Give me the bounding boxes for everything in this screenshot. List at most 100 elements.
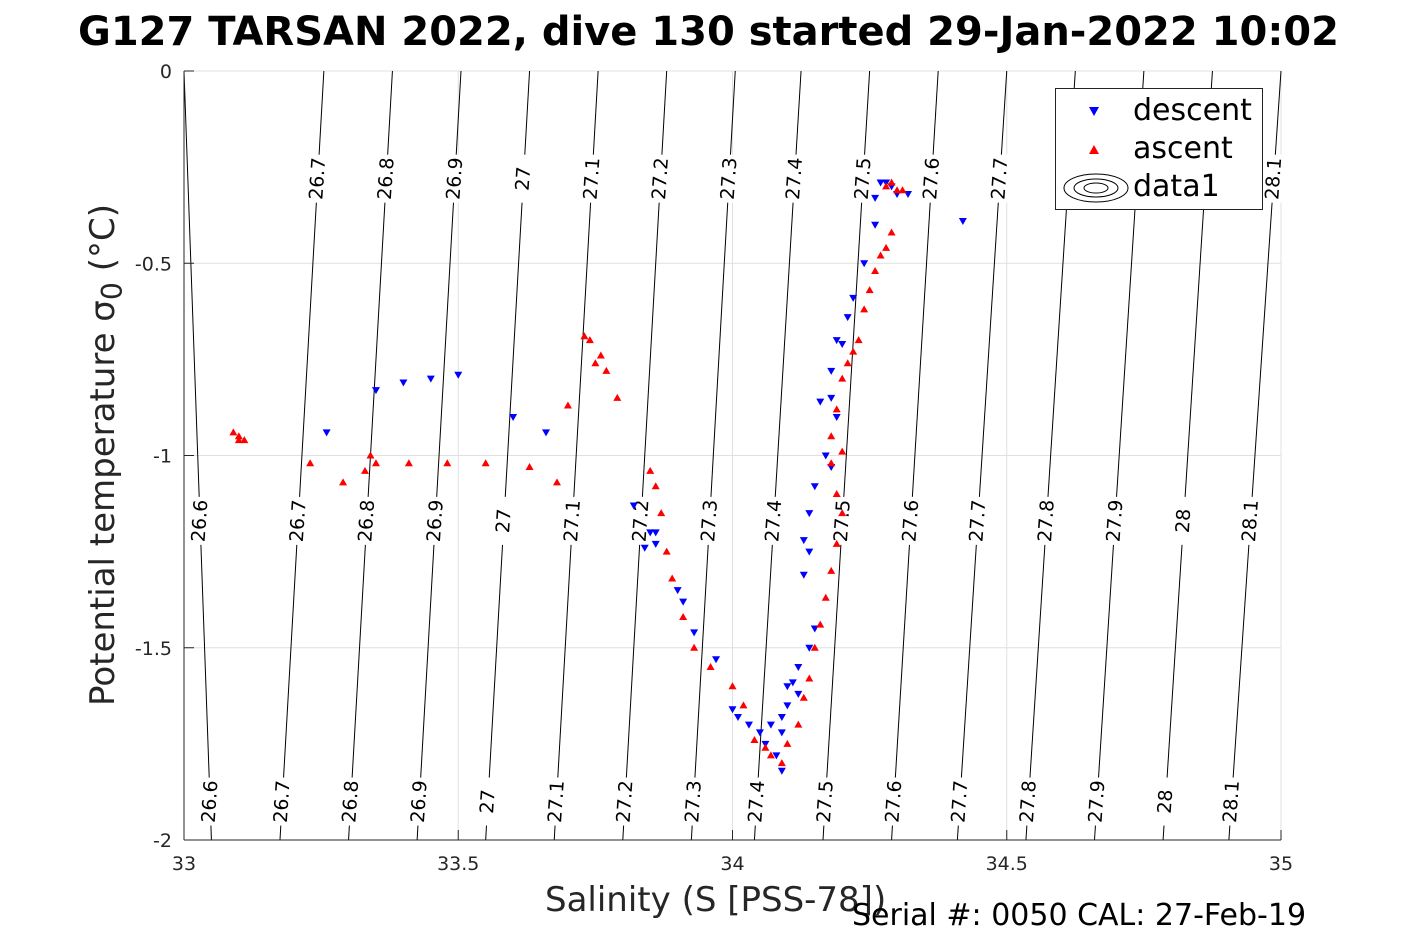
isopycnal-label-bg (851, 154, 876, 203)
ascent-point (810, 643, 819, 651)
descent-point (838, 340, 847, 348)
ascent-point (234, 432, 243, 440)
descent-point (832, 414, 841, 422)
descent-point (827, 394, 836, 402)
isopycnal-label-bg (965, 496, 990, 545)
ascent-point (234, 436, 243, 444)
legend-item-data1: data1 (1056, 168, 1262, 206)
descent-point (805, 548, 814, 556)
ascent-point (361, 466, 370, 474)
isopycnal-label-bg (813, 777, 838, 826)
y-tick-label: 0 (160, 61, 172, 83)
isopycnal-label: 26.9 (442, 157, 467, 201)
ascent-point (706, 662, 715, 670)
ascent-point (838, 447, 847, 455)
ascent-point (563, 401, 572, 409)
descent-point (673, 587, 682, 595)
ascent-point (662, 547, 671, 555)
descent-point (454, 371, 463, 379)
ascent-point (821, 593, 830, 601)
isopycnal-label: 27.9 (1085, 780, 1110, 824)
data-layer (229, 178, 967, 775)
isopycnal-label: 27.1 (560, 499, 585, 543)
ascent-point (843, 359, 852, 367)
descent-point (788, 679, 797, 687)
ascent-point (580, 332, 589, 340)
isopycnal-label: 27.3 (717, 157, 742, 201)
descent-point (843, 314, 852, 322)
descent-point (651, 529, 660, 537)
ascent-point (832, 489, 841, 497)
ascent-point (657, 509, 666, 517)
ascent-point (838, 374, 847, 382)
descent-point (679, 598, 688, 606)
isopycnal-label-bg (1016, 777, 1041, 826)
axis-layer: 33 33.5 34 34.5 35 0 -0.5 -1 -1.5 -2 (135, 61, 1293, 875)
isopycnal-label: 27.4 (744, 780, 769, 824)
isopycnal-label-bg (782, 154, 807, 203)
isopycnal-label: 27.2 (613, 780, 638, 824)
descent-point (509, 414, 518, 422)
ascent-point (887, 228, 896, 236)
y-tick-label: -1 (153, 446, 172, 468)
isopycnal-label: 28.1 (1261, 157, 1286, 201)
chart-title: G127 TARSAN 2022, dive 130 started 29-Ja… (78, 9, 1339, 55)
ascent-point (613, 393, 622, 401)
ascent-point (849, 347, 858, 355)
descent-point (777, 767, 786, 775)
y-axis-label: Potential temperature σ0 (°C) (83, 204, 129, 706)
ascent-point (602, 366, 611, 374)
y-tick-label: -1.5 (135, 638, 172, 660)
isopycnal-label: 27.6 (919, 157, 944, 201)
descent-point (810, 483, 819, 491)
isopycnal-label-bg (374, 154, 399, 203)
isopycnal-label-bg (681, 777, 706, 826)
x-axis-label: Salinity (S [PSS-78]) (545, 880, 887, 920)
descent-point (766, 721, 775, 729)
ascent-point (739, 701, 748, 709)
isopycnal-label-bg (270, 777, 295, 826)
ascent-point (651, 482, 660, 490)
descent-point (832, 337, 841, 345)
legend-ascent-marker (1089, 145, 1099, 154)
ascent-point (827, 459, 836, 467)
descent-point (712, 656, 721, 664)
ascent-point (838, 509, 847, 517)
isopycnal-label-bg (560, 496, 585, 545)
ascent-point (827, 432, 836, 440)
legend: descent ascent data1 (1055, 88, 1263, 210)
descent-point (783, 702, 792, 710)
ascent-point (766, 751, 775, 759)
descent-point (849, 294, 858, 302)
isopycnal-label: 26.6 (188, 499, 213, 543)
ascent-point (865, 286, 874, 294)
isopycnal-label: 27.5 (830, 499, 855, 543)
descent-point (876, 179, 885, 187)
ascent-point (799, 693, 808, 701)
descent-point (640, 544, 649, 552)
descent-point (371, 387, 380, 395)
descent-point (805, 644, 814, 652)
isopycnal-label-bg (188, 496, 213, 545)
ascent-point (585, 336, 594, 344)
descent-point (958, 217, 967, 225)
ascent-point (805, 674, 814, 682)
isopycnal-label: 28.1 (1238, 499, 1263, 543)
isopycnal-label-bg (761, 496, 786, 545)
ascent-point (832, 539, 841, 547)
isopycnal-label: 26.8 (354, 499, 379, 543)
isopycnal-label: 27.8 (1016, 780, 1041, 824)
isopycnal-label: 27.9 (1103, 499, 1128, 543)
descent-point (777, 729, 786, 737)
isopycnal-label-bg (475, 777, 500, 826)
ascent-point (832, 405, 841, 413)
ascent-point (728, 682, 737, 690)
isopycnal-label-bg (1238, 496, 1263, 545)
descent-point (816, 398, 825, 406)
isopycnal-label-bg (947, 777, 972, 826)
ascent-point (306, 459, 315, 467)
ascent-point (229, 428, 238, 436)
isopycnal-label: 27.8 (1034, 499, 1059, 543)
isopycnal-label-bg (744, 777, 769, 826)
ascent-point (339, 478, 348, 486)
